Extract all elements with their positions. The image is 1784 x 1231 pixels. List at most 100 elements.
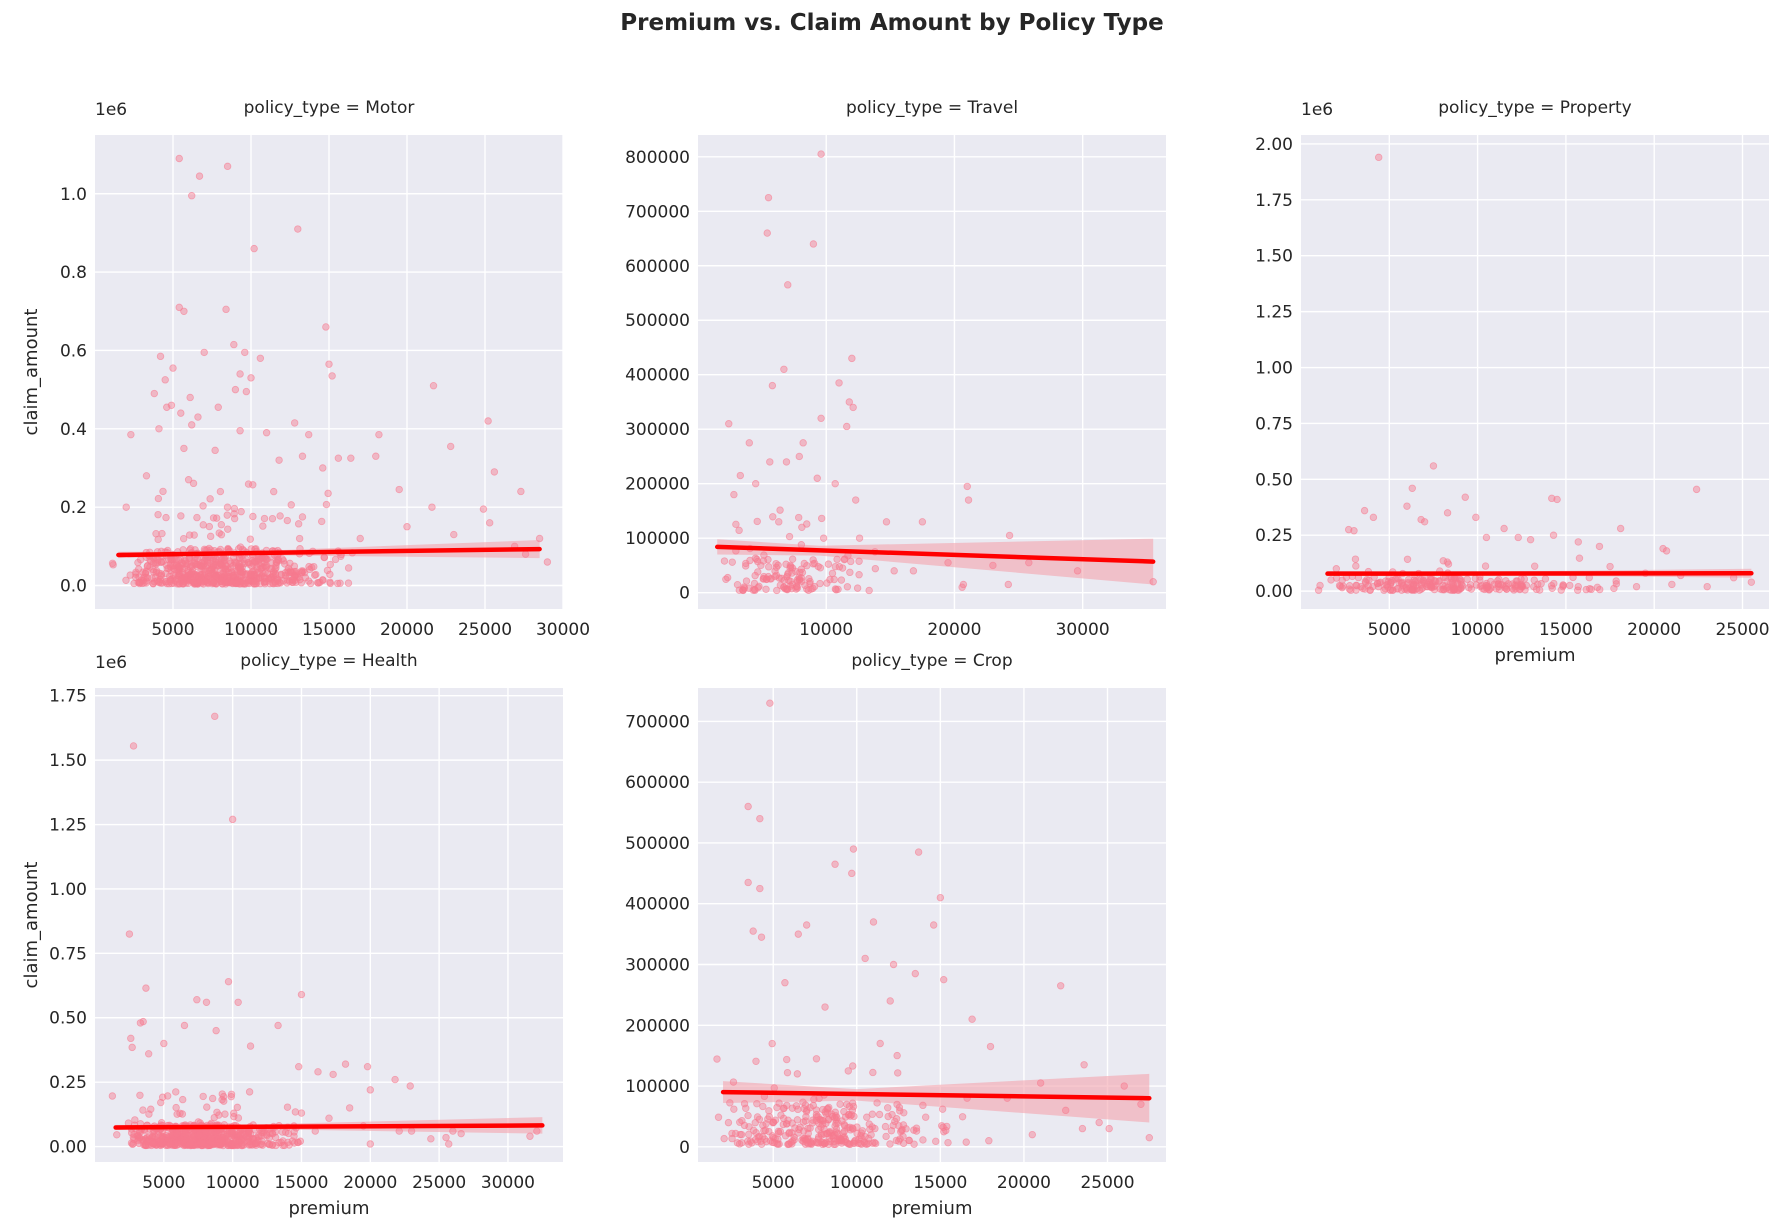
data-point <box>262 429 271 437</box>
data-point <box>1420 518 1429 526</box>
x-axis-label: premium <box>892 1198 973 1219</box>
y-tick-label: 400000 <box>625 366 690 386</box>
data-point <box>1056 982 1065 990</box>
data-point <box>740 583 748 591</box>
data-point <box>835 379 843 387</box>
data-point <box>180 444 188 453</box>
data-point <box>234 566 243 574</box>
data-point <box>265 1140 273 1149</box>
data-point <box>260 514 269 523</box>
data-point <box>122 576 130 584</box>
x-tick-label: 10000 <box>799 620 853 640</box>
data-point <box>1530 562 1539 570</box>
data-point <box>485 519 494 527</box>
data-point <box>799 439 807 447</box>
data-point <box>128 1140 137 1148</box>
y-tick-label: 300000 <box>625 420 690 440</box>
data-point <box>855 557 863 565</box>
data-point <box>230 1109 238 1117</box>
data-point <box>720 557 729 565</box>
data-point <box>841 555 849 563</box>
data-point <box>446 442 455 451</box>
data-point <box>407 1127 416 1135</box>
data-point <box>782 458 791 466</box>
regression-line <box>714 544 1156 564</box>
data-point <box>188 421 196 429</box>
data-point <box>322 500 331 509</box>
data-point <box>211 558 219 566</box>
data-point <box>813 474 821 482</box>
data-point <box>1513 577 1522 585</box>
data-point <box>745 1130 753 1139</box>
data-point <box>861 954 869 963</box>
data-point <box>215 529 223 537</box>
x-tick-label: 5000 <box>752 1173 795 1193</box>
data-point <box>1395 579 1403 587</box>
data-point <box>1566 581 1574 590</box>
data-point <box>212 1026 220 1035</box>
y-tick-label: 0.4 <box>60 420 87 440</box>
data-point <box>428 503 436 511</box>
data-point <box>1457 580 1466 588</box>
data-point <box>1492 585 1500 593</box>
data-point <box>798 523 806 531</box>
data-point <box>290 562 299 570</box>
data-point <box>958 1113 967 1121</box>
data-point <box>851 1136 860 1144</box>
data-point <box>1120 1082 1128 1090</box>
data-point <box>919 1101 927 1110</box>
data-point <box>242 387 251 396</box>
data-point <box>751 479 760 488</box>
data-point <box>180 1021 189 1030</box>
x-tick-label: 30000 <box>536 620 590 640</box>
data-point <box>776 581 785 589</box>
data-point <box>875 1110 884 1119</box>
x-tick-label: 15000 <box>302 620 356 640</box>
data-point <box>161 376 169 384</box>
facet-panel: 5000 10000 15000 20000 25000 30000 0.0 0.2 0.4 0.… <box>21 98 590 640</box>
data-point <box>249 481 257 489</box>
data-point <box>876 1039 884 1048</box>
data-point <box>794 930 802 938</box>
data-point <box>533 1127 541 1135</box>
data-point <box>736 471 745 480</box>
data-point <box>910 1140 918 1148</box>
data-point <box>1500 524 1508 533</box>
data-point <box>148 574 156 582</box>
data-point <box>865 586 873 595</box>
data-point <box>180 574 188 582</box>
data-point <box>888 1110 896 1119</box>
data-point <box>152 530 160 538</box>
data-point <box>211 712 219 721</box>
data-point <box>802 921 811 929</box>
data-point <box>806 1103 814 1112</box>
data-point <box>817 150 825 158</box>
data-point <box>263 562 271 570</box>
data-point <box>751 554 760 562</box>
facet-title: policy_type = Travel <box>846 98 1018 118</box>
data-point <box>714 1113 723 1121</box>
data-point <box>256 579 264 588</box>
data-point <box>968 1015 976 1023</box>
data-point <box>246 1042 255 1050</box>
data-point <box>145 1110 153 1118</box>
data-point <box>831 1113 839 1122</box>
data-point <box>795 452 803 461</box>
y-tick-label: 100000 <box>625 529 690 549</box>
data-point <box>768 1039 776 1048</box>
data-point <box>831 860 839 868</box>
data-point <box>283 1103 292 1111</box>
data-point <box>228 569 236 577</box>
data-point <box>326 560 334 569</box>
data-point <box>1502 577 1510 585</box>
data-point <box>158 1140 166 1148</box>
data-point <box>1471 574 1480 583</box>
data-point <box>283 516 292 525</box>
data-point <box>936 893 945 902</box>
data-point <box>1443 509 1452 517</box>
data-point <box>287 501 295 509</box>
data-point <box>1381 577 1390 585</box>
data-point <box>311 571 319 579</box>
data-point <box>802 1113 810 1121</box>
data-point <box>195 172 204 180</box>
